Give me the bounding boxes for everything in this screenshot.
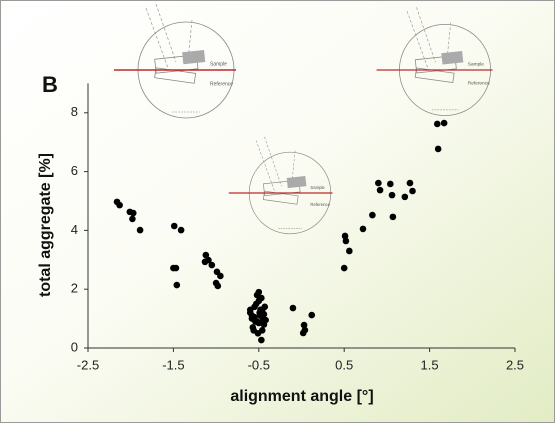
point: [262, 316, 269, 324]
point: [252, 300, 260, 308]
point: [136, 226, 144, 234]
inset-label: Reference: [468, 81, 490, 87]
point: [369, 211, 376, 219]
point: [409, 187, 416, 195]
point: [299, 329, 307, 337]
point: [172, 264, 180, 272]
point: [170, 222, 178, 230]
point: [406, 179, 414, 187]
x-tick-label: -1.5: [162, 357, 184, 372]
panel-label: B: [42, 72, 58, 97]
point: [173, 281, 181, 289]
inset-beam: [187, 19, 193, 61]
point: [387, 180, 394, 188]
y-tick-label: 6: [71, 163, 78, 178]
point: [253, 291, 261, 299]
x-tick-label: 0.5: [335, 357, 353, 372]
inset-diagram: Sample Reference: [114, 3, 236, 119]
y-tick-label: 0: [71, 339, 78, 354]
point: [289, 304, 297, 312]
point: [214, 282, 222, 290]
x-tick-label: 1.5: [421, 357, 439, 372]
point: [202, 251, 210, 259]
point: [201, 258, 209, 266]
point: [217, 272, 224, 280]
point: [251, 313, 258, 321]
point: [359, 225, 367, 233]
inset-beam: [145, 7, 169, 69]
point: [308, 311, 316, 319]
inset-beam: [264, 136, 282, 187]
point: [341, 232, 349, 240]
inset-beam: [291, 150, 296, 185]
x-axis-label: alignment angle [°]: [230, 388, 373, 405]
point: [177, 226, 185, 234]
point: [376, 186, 384, 194]
point: [346, 247, 353, 255]
point: [340, 264, 348, 272]
inset-label: Reference: [210, 81, 233, 87]
inset-beam: [155, 3, 177, 63]
point: [208, 261, 216, 269]
point: [433, 120, 441, 128]
inset-sample: [182, 50, 206, 65]
point: [401, 193, 409, 201]
point: [388, 191, 396, 199]
inset-beam: [416, 7, 436, 63]
x-tick-label: -0.5: [248, 357, 270, 372]
inset-diagram: Sample Reference: [228, 136, 333, 235]
point: [116, 201, 123, 209]
inset-label: Sample: [210, 61, 227, 67]
inset-label: Reference: [310, 202, 330, 207]
y-tick-label: 4: [71, 222, 78, 237]
inset-sample: [286, 176, 307, 189]
inset-sample: [441, 51, 464, 65]
point: [375, 179, 382, 187]
point: [260, 310, 268, 318]
point: [258, 336, 265, 344]
inset-label: Sample: [468, 62, 484, 68]
x-tick-label: 2.5: [506, 357, 524, 372]
y-axis-label: total aggregate [%]: [37, 153, 54, 297]
point: [389, 213, 397, 221]
y-tick-label: 2: [71, 281, 78, 296]
point: [246, 306, 254, 314]
point: [300, 321, 308, 329]
point: [258, 327, 266, 334]
point: [129, 215, 136, 223]
point: [434, 145, 442, 153]
inset-diagram: Sample Reference: [376, 7, 493, 116]
point: [129, 209, 137, 217]
inset-beam: [446, 22, 452, 61]
x-tick-label: -2.5: [77, 357, 99, 372]
inset-beam: [255, 140, 275, 192]
inset-label: Sample: [310, 185, 325, 190]
y-tick-label: 8: [71, 104, 78, 119]
point: [440, 119, 448, 127]
inset-beam: [406, 10, 429, 69]
point: [255, 319, 263, 327]
point: [342, 237, 350, 245]
